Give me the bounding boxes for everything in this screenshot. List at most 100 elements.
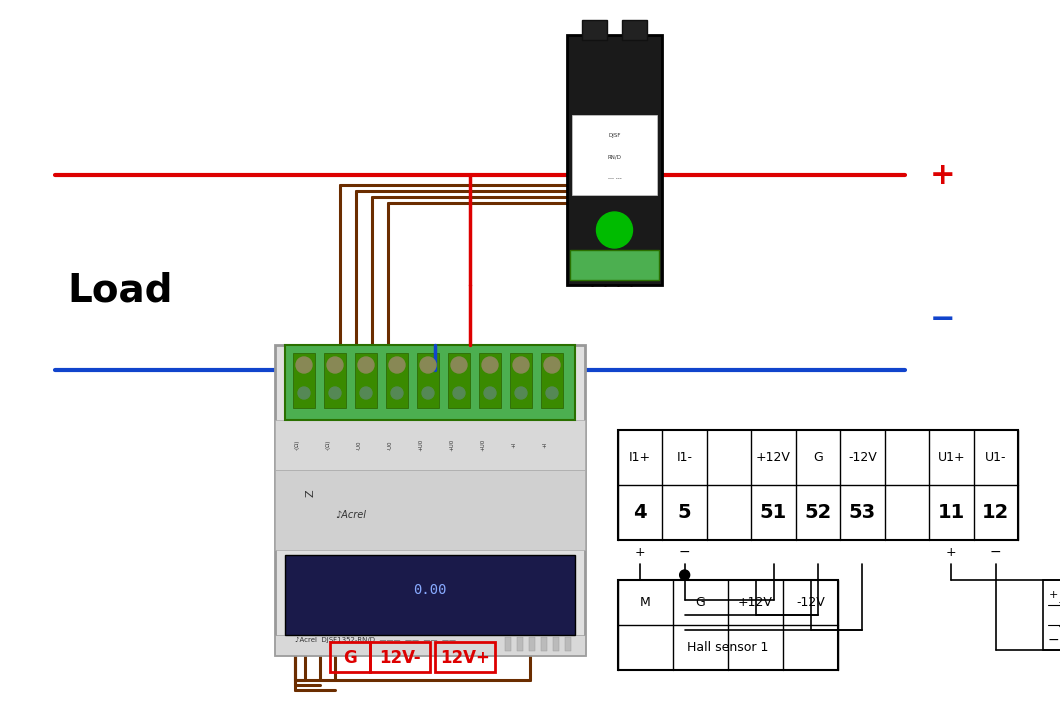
- Text: −: −: [1047, 633, 1059, 647]
- Text: 12V-: 12V-: [379, 649, 421, 667]
- Bar: [510, 353, 532, 408]
- Text: Hall sensor 1: Hall sensor 1: [687, 641, 768, 654]
- Text: G: G: [813, 451, 823, 464]
- Bar: [517, 637, 523, 651]
- Text: --- ---: --- ---: [607, 176, 621, 181]
- Text: G: G: [343, 649, 357, 667]
- Bar: [448, 353, 470, 408]
- Text: −: −: [1057, 620, 1060, 633]
- Text: ♪Acrel  DJSF1352-RN/D  ———  ——  ——  ——: ♪Acrel DJSF1352-RN/D ——— —— —— ——: [295, 637, 456, 643]
- Circle shape: [453, 387, 465, 399]
- Text: −: −: [990, 545, 1002, 559]
- Text: −: −: [678, 545, 690, 559]
- Text: +: +: [635, 545, 646, 558]
- Text: I1-: I1-: [676, 451, 692, 464]
- Bar: [570, 250, 659, 280]
- Text: -U0: -U0: [388, 440, 392, 450]
- Bar: [435, 642, 495, 672]
- Text: +: +: [946, 545, 956, 558]
- Bar: [529, 637, 535, 651]
- Bar: [386, 353, 408, 408]
- Text: DJSF: DJSF: [608, 132, 621, 138]
- Bar: [275, 635, 585, 655]
- Text: -U0: -U0: [356, 440, 361, 450]
- Text: +12V: +12V: [738, 596, 773, 609]
- Text: 5: 5: [677, 503, 691, 522]
- Bar: [330, 642, 370, 672]
- Bar: [505, 637, 511, 651]
- Text: -(Ω): -(Ω): [295, 440, 300, 450]
- Circle shape: [450, 357, 467, 373]
- Bar: [479, 353, 501, 408]
- Circle shape: [420, 357, 436, 373]
- Text: 53: 53: [849, 503, 876, 522]
- Bar: [572, 115, 657, 195]
- Text: +: +: [1058, 598, 1060, 608]
- Bar: [541, 353, 563, 408]
- Bar: [417, 353, 439, 408]
- Text: 12: 12: [983, 503, 1009, 522]
- Text: 51: 51: [760, 503, 788, 522]
- Bar: [370, 642, 430, 672]
- Bar: [324, 353, 346, 408]
- Circle shape: [296, 357, 312, 373]
- Bar: [618, 430, 1018, 540]
- Bar: [553, 637, 559, 651]
- Bar: [275, 345, 585, 655]
- Text: +: +: [1048, 590, 1058, 600]
- Text: M: M: [640, 596, 651, 609]
- Text: RN/D: RN/D: [607, 154, 621, 159]
- Bar: [1043, 580, 1060, 650]
- Text: +I: +I: [543, 442, 548, 448]
- Text: +I: +I: [512, 442, 516, 448]
- Text: +U0: +U0: [480, 439, 485, 451]
- Circle shape: [484, 387, 496, 399]
- Bar: [285, 345, 575, 420]
- Circle shape: [544, 357, 560, 373]
- Text: −: −: [930, 306, 955, 334]
- Text: -12V: -12V: [796, 596, 825, 609]
- Text: Z: Z: [305, 489, 315, 497]
- Text: -(Ω): -(Ω): [325, 440, 331, 450]
- Bar: [565, 637, 571, 651]
- Circle shape: [679, 570, 690, 580]
- Text: 12V+: 12V+: [440, 649, 490, 667]
- Text: 11: 11: [938, 503, 965, 522]
- Circle shape: [329, 387, 341, 399]
- Bar: [275, 420, 585, 470]
- Circle shape: [513, 357, 529, 373]
- Text: 4: 4: [634, 503, 647, 522]
- Text: U1-: U1-: [985, 451, 1007, 464]
- Circle shape: [298, 387, 310, 399]
- Circle shape: [546, 387, 558, 399]
- Bar: [567, 35, 662, 285]
- Text: 52: 52: [805, 503, 832, 522]
- Bar: [622, 20, 647, 40]
- Bar: [285, 555, 575, 635]
- Circle shape: [358, 357, 374, 373]
- Text: 0.00: 0.00: [413, 583, 446, 597]
- Bar: [618, 580, 838, 670]
- Text: ♪Acrel: ♪Acrel: [335, 510, 366, 520]
- Bar: [582, 20, 607, 40]
- Circle shape: [482, 357, 498, 373]
- Text: U1+: U1+: [937, 451, 966, 464]
- Circle shape: [391, 387, 403, 399]
- Text: Load: Load: [67, 271, 173, 309]
- Bar: [275, 470, 585, 550]
- Circle shape: [422, 387, 434, 399]
- Text: G: G: [695, 596, 705, 609]
- Circle shape: [389, 357, 405, 373]
- Text: -12V: -12V: [848, 451, 877, 464]
- Text: +U0: +U0: [419, 439, 424, 451]
- Circle shape: [597, 212, 633, 248]
- Text: +U0: +U0: [449, 439, 455, 451]
- Bar: [355, 353, 377, 408]
- Circle shape: [360, 387, 372, 399]
- Circle shape: [515, 387, 527, 399]
- Bar: [293, 353, 315, 408]
- Text: +12V: +12V: [756, 451, 791, 464]
- Circle shape: [326, 357, 343, 373]
- Text: +: +: [930, 160, 956, 189]
- Text: I1+: I1+: [630, 451, 651, 464]
